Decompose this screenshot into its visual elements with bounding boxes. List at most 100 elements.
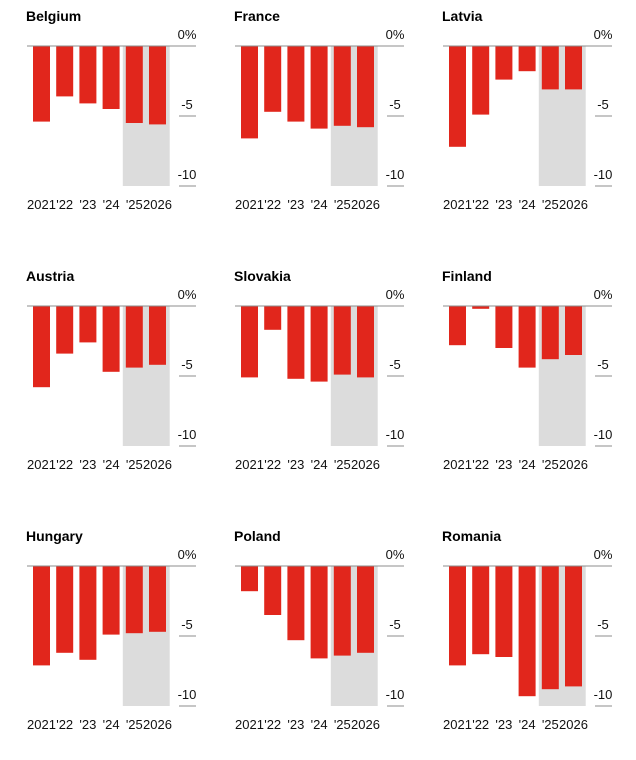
x-tick-label: 2021 — [235, 717, 264, 732]
bar-25 — [541, 306, 559, 360]
x-tick-label: '22 — [264, 457, 281, 472]
bar-2026 — [149, 566, 166, 632]
x-tick-label: '22 — [264, 197, 281, 212]
bar-23 — [495, 306, 513, 348]
chart-panel: Poland 0% -5 -10 2021'22 '23 '24 '25 2026 — [208, 520, 408, 760]
x-tick-label: '22 — [56, 457, 73, 472]
x-tick-label: '23 — [495, 717, 512, 732]
chart-title: France — [234, 8, 280, 24]
x-tick-label: 2026 — [351, 197, 380, 212]
y-tick-label: -10 — [594, 687, 613, 702]
bar-24 — [518, 306, 536, 368]
bar-2021 — [449, 306, 466, 346]
bar-23 — [79, 306, 97, 343]
x-tick-label: '23 — [287, 197, 304, 212]
x-tick-label: '23 — [287, 457, 304, 472]
y-tick-label: -5 — [597, 617, 609, 632]
bar-chart: 0% -5 -10 2021'22 '23 '24 '25 2026 — [27, 287, 197, 472]
chart-panel: France 0% -5 -10 2021'22 '23 '24 '25 2026 — [208, 0, 408, 240]
bar-24 — [310, 566, 328, 659]
x-tick-label: 2021 — [443, 717, 472, 732]
x-tick-label: '24 — [311, 197, 328, 212]
bar-24 — [102, 566, 120, 635]
bar-25 — [541, 566, 559, 690]
y-tick-label: -10 — [594, 167, 613, 182]
x-tick-label: '24 — [311, 717, 328, 732]
bar-chart: 0% -5 -10 2021'22 '23 '24 '25 2026 — [235, 287, 405, 472]
y-tick-label: -10 — [386, 167, 405, 182]
chart-title: Slovakia — [234, 268, 291, 284]
x-tick-label: '24 — [519, 457, 536, 472]
x-tick-label: 2021 — [235, 197, 264, 212]
x-tick-label: 2021 — [443, 197, 472, 212]
bar-2021 — [241, 566, 258, 592]
x-tick-label: '22 — [56, 717, 73, 732]
bar-chart: 0% -5 -10 2021'22 '23 '24 '25 2026 — [235, 27, 405, 212]
x-tick-label: '23 — [79, 197, 96, 212]
x-tick-label: '25 — [542, 717, 559, 732]
x-tick-label: '22 — [472, 197, 489, 212]
y-tick-label: -10 — [594, 427, 613, 442]
chart-title: Poland — [234, 528, 281, 544]
y-tick-label: -10 — [386, 427, 405, 442]
x-tick-label: 2021 — [27, 717, 56, 732]
y-tick-label: 0% — [178, 287, 197, 302]
x-tick-label: '24 — [103, 197, 120, 212]
chart-panel: Latvia 0% -5 -10 2021'22 '23 '24 '25 2026 — [416, 0, 616, 240]
y-tick-label: 0% — [594, 547, 613, 562]
y-tick-label: 0% — [178, 547, 197, 562]
y-tick-label: -5 — [181, 357, 193, 372]
x-tick-label: '23 — [495, 197, 512, 212]
x-tick-label: 2026 — [559, 457, 588, 472]
bar-22 — [56, 46, 74, 97]
chart-title: Hungary — [26, 528, 83, 544]
x-tick-label: '23 — [79, 457, 96, 472]
x-tick-label: '25 — [126, 197, 143, 212]
bar-2026 — [149, 46, 166, 125]
x-tick-label: 2026 — [559, 197, 588, 212]
x-tick-label: 2026 — [559, 717, 588, 732]
chart-panel: Finland 0% -5 -10 2021'22 '23 '24 '25 2026 — [416, 260, 616, 500]
y-tick-label: -10 — [178, 687, 197, 702]
bar-2021 — [449, 46, 466, 147]
y-tick-label: 0% — [386, 547, 405, 562]
x-tick-label: 2026 — [351, 717, 380, 732]
bar-2021 — [33, 46, 50, 122]
bar-25 — [333, 306, 351, 375]
bar-25 — [125, 306, 143, 368]
x-tick-label: '24 — [311, 457, 328, 472]
x-tick-label: 2021 — [443, 457, 472, 472]
bar-2021 — [33, 566, 50, 666]
x-tick-label: '22 — [472, 457, 489, 472]
x-tick-label: '22 — [56, 197, 73, 212]
bar-22 — [264, 306, 282, 330]
y-tick-label: -10 — [178, 167, 197, 182]
bar-25 — [541, 46, 559, 90]
y-tick-label: 0% — [386, 287, 405, 302]
bar-2021 — [241, 306, 258, 378]
bar-2021 — [241, 46, 258, 139]
bar-25 — [125, 46, 143, 123]
y-tick-label: -5 — [181, 617, 193, 632]
x-tick-label: '25 — [334, 457, 351, 472]
bar-chart: 0% -5 -10 2021'22 '23 '24 '25 2026 — [27, 27, 197, 212]
x-tick-label: 2026 — [143, 457, 172, 472]
x-tick-label: '24 — [519, 197, 536, 212]
bar-24 — [102, 46, 120, 109]
chart-title: Latvia — [442, 8, 483, 24]
chart-panel: Hungary 0% -5 -10 2021'22 '23 '24 '25 2026 — [0, 520, 200, 760]
chart-panel: Belgium 0% -5 -10 2021'22 '23 '24 '25 2026 — [0, 0, 200, 240]
bar-2026 — [357, 566, 374, 653]
x-tick-label: '25 — [126, 457, 143, 472]
bar-22 — [472, 306, 490, 309]
chart-title: Belgium — [26, 8, 82, 24]
chart-title: Austria — [26, 268, 75, 284]
bar-2026 — [565, 566, 582, 687]
chart-panel: Slovakia 0% -5 -10 2021'22 '23 '24 '25 2026 — [208, 260, 408, 500]
bar-22 — [56, 566, 74, 653]
y-tick-label: -5 — [389, 97, 401, 112]
chart-panel: Romania 0% -5 -10 2021'22 '23 '24 '25 2026 — [416, 520, 616, 760]
x-tick-label: 2026 — [351, 457, 380, 472]
x-tick-label: '22 — [472, 717, 489, 732]
